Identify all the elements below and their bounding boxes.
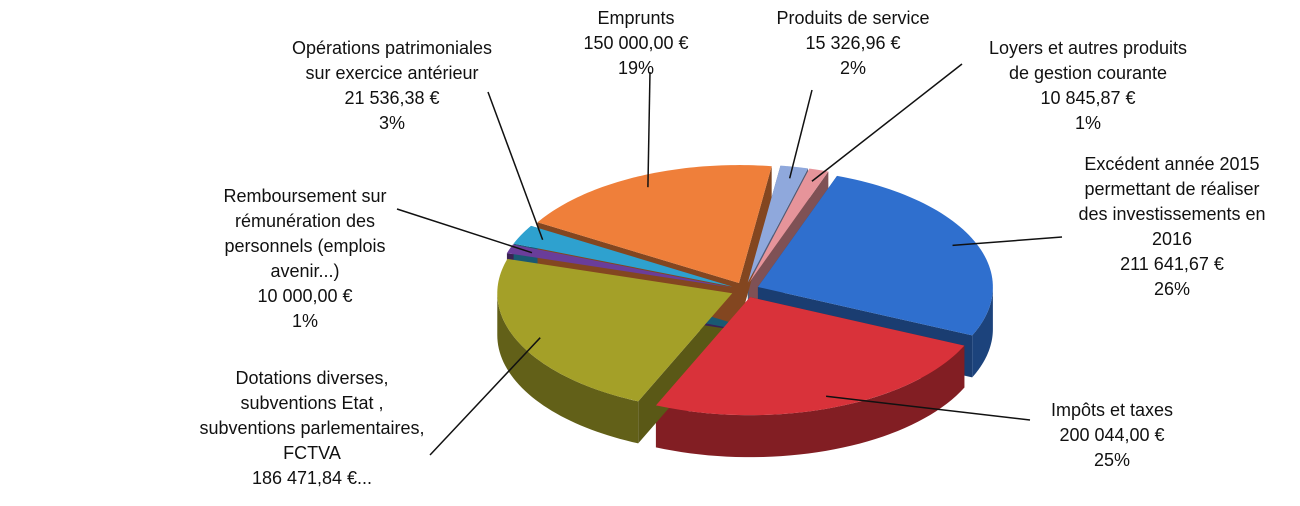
category-label: Opérations patrimoniales sur exercice an… — [262, 36, 522, 86]
slice-label: Excédent année 2015 permettant de réalis… — [1042, 152, 1300, 302]
slice-label: Opérations patrimoniales sur exercice an… — [262, 36, 522, 136]
share-label: 26% — [1042, 277, 1300, 302]
value-label: 21 536,38 € — [262, 86, 522, 111]
value-label: 211 641,67 € — [1042, 252, 1300, 277]
category-label: Dotations diverses, subventions Etat , s… — [182, 366, 442, 466]
category-label: Impôts et taxes — [982, 398, 1242, 423]
category-label: Loyers et autres produits de gestion cou… — [958, 36, 1218, 86]
share-label: 3% — [262, 111, 522, 136]
slice-label: Loyers et autres produits de gestion cou… — [958, 36, 1218, 136]
leader-line — [812, 64, 962, 181]
leader-line — [648, 72, 650, 187]
share-label: 19% — [506, 56, 766, 81]
share-label: 25% — [982, 448, 1242, 473]
slice-label: Dotations diverses, subventions Etat , s… — [182, 366, 442, 491]
value-label: 150 000,00 € — [506, 31, 766, 56]
value-label: 200 044,00 € — [982, 423, 1242, 448]
share-label: 1% — [958, 111, 1218, 136]
value-label: 186 471,84 €... — [182, 466, 442, 491]
category-label: Remboursement sur rémunération des perso… — [175, 184, 435, 284]
page: Produits de service15 326,96 €2%Loyers e… — [0, 0, 1300, 506]
leader-line — [790, 90, 812, 178]
slice-label: Remboursement sur rémunération des perso… — [175, 184, 435, 334]
share-label: 1% — [175, 309, 435, 334]
value-label: 10 845,87 € — [958, 86, 1218, 111]
category-label: Excédent année 2015 permettant de réalis… — [1042, 152, 1300, 252]
category-label: Emprunts — [506, 6, 766, 31]
leader-line — [430, 338, 540, 455]
value-label: 10 000,00 € — [175, 284, 435, 309]
